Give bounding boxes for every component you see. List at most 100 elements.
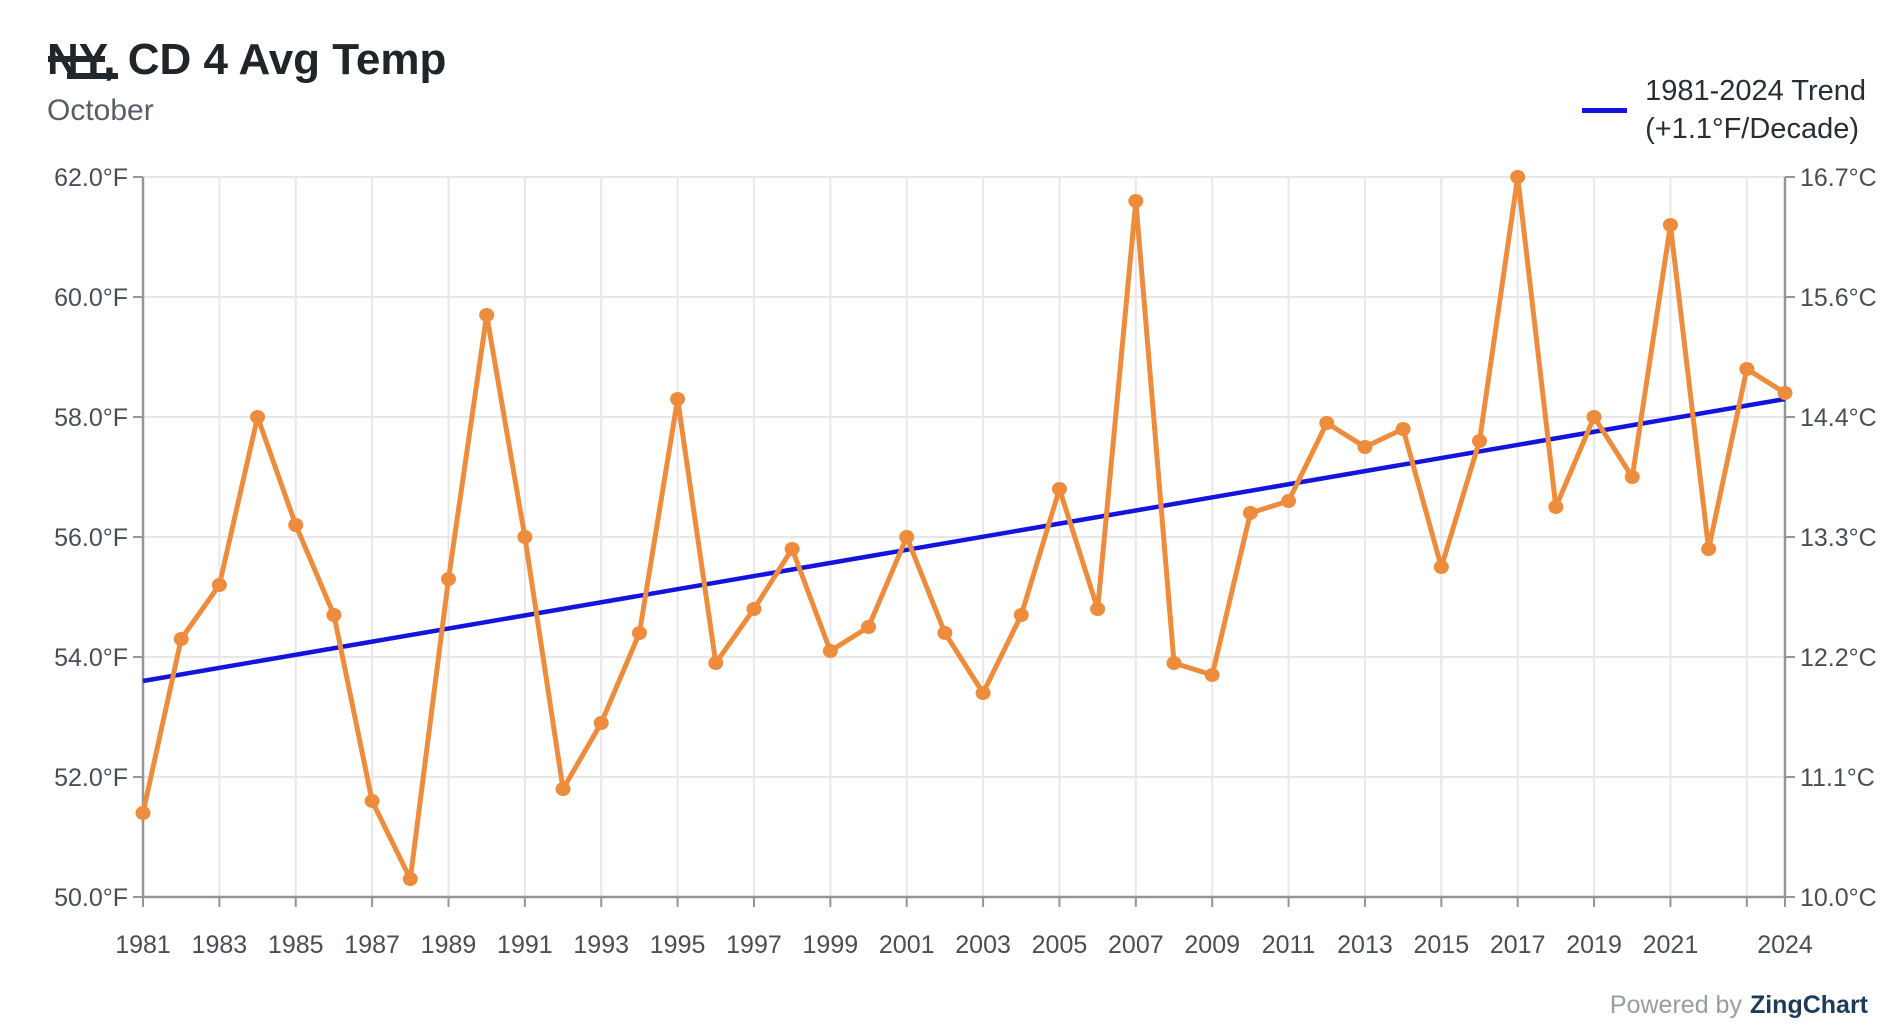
data-point-1998[interactable]	[784, 542, 800, 556]
y-right-label: 10.0°C	[1800, 884, 1877, 912]
x-label-1985: 1985	[268, 931, 324, 959]
data-point-1990[interactable]	[479, 308, 495, 322]
y-right-label: 15.6°C	[1800, 284, 1877, 312]
title-rest-text: CD 4 Avg Temp	[115, 35, 447, 84]
data-points[interactable]	[135, 170, 1793, 886]
data-point-2006[interactable]	[1090, 602, 1106, 616]
x-label-2021: 2021	[1643, 931, 1699, 959]
data-point-2012[interactable]	[1319, 416, 1335, 430]
data-point-2008[interactable]	[1166, 656, 1182, 670]
x-label-1987: 1987	[344, 931, 400, 959]
trend-line-swatch	[1582, 108, 1628, 113]
x-label-2009: 2009	[1184, 931, 1240, 959]
x-label-1995: 1995	[650, 931, 706, 959]
data-point-2018[interactable]	[1548, 500, 1564, 514]
data-point-1988[interactable]	[402, 872, 418, 886]
data-point-2007[interactable]	[1128, 194, 1144, 208]
y-left-label: 60.0°F	[54, 284, 128, 312]
data-point-2024[interactable]	[1777, 386, 1793, 400]
zingchart-brand[interactable]: ZingChart	[1749, 991, 1868, 1019]
y-left-label: 56.0°F	[54, 524, 128, 552]
legend-label: 1981-2024 Trend (+1.1°F/Decade)	[1645, 72, 1866, 148]
data-point-1996[interactable]	[708, 656, 724, 670]
y-right-label: 13.3°C	[1800, 524, 1877, 552]
x-label-2017: 2017	[1490, 931, 1546, 959]
series-line	[140, 174, 1788, 882]
x-label-2015: 2015	[1414, 931, 1470, 959]
legend[interactable]: 1981-2024 Trend (+1.1°F/Decade)	[1582, 72, 1866, 148]
data-point-2016[interactable]	[1472, 434, 1488, 448]
data-point-2011[interactable]	[1281, 494, 1297, 508]
x-label-2003: 2003	[955, 931, 1011, 959]
x-label-2011: 2011	[1262, 931, 1316, 959]
x-label-1993: 1993	[573, 931, 629, 959]
data-point-1991[interactable]	[517, 530, 533, 544]
x-label-1983: 1983	[192, 931, 248, 959]
data-point-2013[interactable]	[1357, 440, 1373, 454]
data-point-1985[interactable]	[288, 518, 304, 532]
chart-header: NY, CD 4 Avg Temp October	[47, 35, 447, 128]
data-point-2017[interactable]	[1510, 170, 1526, 184]
y-right-label: 12.2°C	[1800, 644, 1877, 672]
x-label-2001: 2001	[879, 931, 935, 959]
x-label-2019: 2019	[1566, 931, 1622, 959]
y-axis-right-labels: 16.7°C 15.6°C 14.4°C 13.3°C 12.2°C 11.1°C 10.0…	[1800, 164, 1877, 912]
data-point-1981[interactable]	[135, 806, 151, 820]
y-right-label: 14.4°C	[1800, 404, 1877, 432]
x-label-1981: 1981	[115, 931, 171, 959]
data-point-1989[interactable]	[440, 572, 456, 586]
data-point-2003[interactable]	[975, 686, 991, 700]
data-point-1987[interactable]	[364, 794, 380, 808]
x-axis-labels: 1981 1983 1985 1987 1989 1991 1993 1995 1997 1999…	[115, 931, 1813, 959]
data-point-1984[interactable]	[250, 410, 266, 424]
data-point-1982[interactable]	[173, 632, 189, 646]
y-left-label: 58.0°F	[54, 404, 128, 432]
data-point-2022[interactable]	[1701, 542, 1717, 556]
x-label-2024: 2024	[1757, 931, 1813, 959]
data-point-1993[interactable]	[593, 716, 609, 730]
legend-label-line1: 1981-2024 Trend	[1645, 75, 1866, 107]
x-label-2007: 2007	[1108, 931, 1164, 959]
footer: Powered by ZingChart	[1610, 991, 1868, 1020]
x-label-1991: 1991	[497, 931, 553, 959]
y-left-label: 50.0°F	[54, 884, 128, 912]
data-point-1992[interactable]	[555, 782, 571, 796]
legend-label-line2: (+1.1°F/Decade)	[1645, 113, 1859, 145]
data-point-2015[interactable]	[1433, 560, 1449, 574]
data-point-2019[interactable]	[1586, 410, 1602, 424]
data-point-1986[interactable]	[326, 608, 342, 622]
data-point-1995[interactable]	[670, 392, 686, 406]
data-point-1997[interactable]	[746, 602, 762, 616]
data-point-2002[interactable]	[937, 626, 953, 640]
x-label-1999: 1999	[803, 931, 859, 959]
y-left-label: 52.0°F	[54, 764, 128, 792]
title-struck-text: NY,	[47, 35, 119, 84]
x-label-1997: 1997	[726, 931, 782, 959]
data-point-1983[interactable]	[211, 578, 227, 592]
data-point-2020[interactable]	[1624, 470, 1640, 484]
data-point-2004[interactable]	[1013, 608, 1029, 622]
trend-line	[142, 396, 1786, 684]
page-title: NY, CD 4 Avg Temp	[47, 35, 447, 84]
data-point-2023[interactable]	[1739, 362, 1755, 376]
data-point-2000[interactable]	[861, 620, 877, 634]
data-point-2005[interactable]	[1051, 482, 1067, 496]
data-point-2001[interactable]	[899, 530, 915, 544]
gridlines	[143, 176, 1785, 897]
powered-by-text: Powered by	[1609, 991, 1742, 1019]
y-right-label: 16.7°C	[1800, 164, 1877, 192]
data-point-2014[interactable]	[1395, 422, 1411, 436]
x-label-2005: 2005	[1032, 931, 1088, 959]
y-left-label: 54.0°F	[54, 644, 128, 672]
data-point-2021[interactable]	[1662, 218, 1678, 232]
x-label-1989: 1989	[421, 931, 477, 959]
y-left-label: 62.0°F	[54, 164, 128, 192]
y-axis-left-labels: 62.0°F 60.0°F 58.0°F 56.0°F 54.0°F 52.0°F 50.0…	[54, 164, 128, 912]
data-point-1994[interactable]	[631, 626, 647, 640]
data-point-2010[interactable]	[1242, 506, 1258, 520]
data-point-1999[interactable]	[822, 644, 838, 658]
chart-subtitle: October	[47, 94, 154, 128]
data-point-2009[interactable]	[1204, 668, 1220, 682]
